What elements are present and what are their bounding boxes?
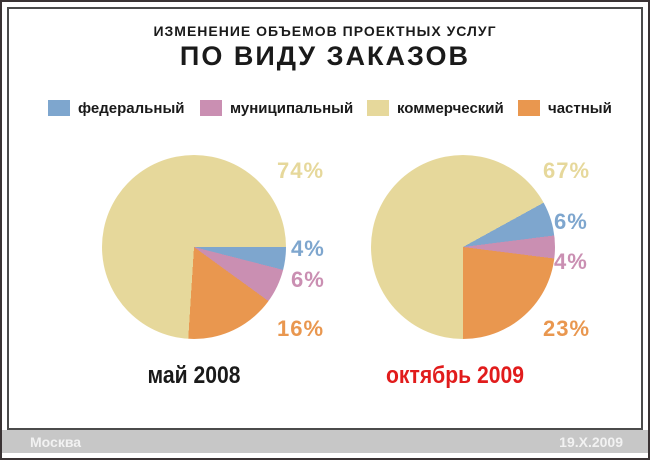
page-title: ПО ВИДУ ЗАКАЗОВ — [179, 41, 471, 71]
pct-label-federal-2008: 4% — [291, 236, 325, 261]
legend-item-commercial: коммерческий — [367, 98, 504, 118]
footer-date: 19.X.2009 — [559, 433, 623, 450]
legend-label-municipal: муниципальный — [230, 99, 354, 117]
legend-item-private: частный — [518, 98, 612, 118]
pct-label-commercial-2008: 74% — [277, 158, 325, 183]
pct-label-federal-2009: 6% — [554, 209, 588, 234]
footer-city: Москва — [30, 433, 82, 450]
legend-swatch-municipal — [200, 100, 222, 116]
caption-may-2008: май 2008 — [147, 362, 241, 389]
pct-label-commercial-2009: 67% — [543, 158, 591, 183]
footer-bar: Москва 19.X.2009 — [2, 430, 648, 453]
legend-label-commercial: коммерческий — [397, 99, 504, 117]
pie-chart-may-2008 — [102, 155, 286, 339]
pct-label-private-2008: 16% — [277, 316, 325, 341]
pct-label-municipal-2009: 4% — [554, 249, 588, 274]
pct-label-private-2009: 23% — [543, 316, 591, 341]
legend-swatch-commercial — [367, 100, 389, 116]
slide-subtitle: ИЗМЕНЕНИЕ ОБЪЕМОВ ПРОЕКТНЫХ УСЛУГ — [153, 23, 497, 39]
legend-item-municipal: муниципальный — [200, 98, 353, 118]
legend-label-private: частный — [548, 99, 612, 117]
caption-october-2009: октябрь 2009 — [386, 362, 524, 389]
legend-label-federal: федеральный — [78, 99, 185, 117]
pct-label-municipal-2008: 6% — [291, 267, 325, 292]
legend-swatch-private — [518, 100, 540, 116]
legend-swatch-federal — [48, 100, 70, 116]
pie-chart-october-2009 — [371, 155, 555, 339]
legend-item-federal: федеральный — [48, 98, 184, 118]
